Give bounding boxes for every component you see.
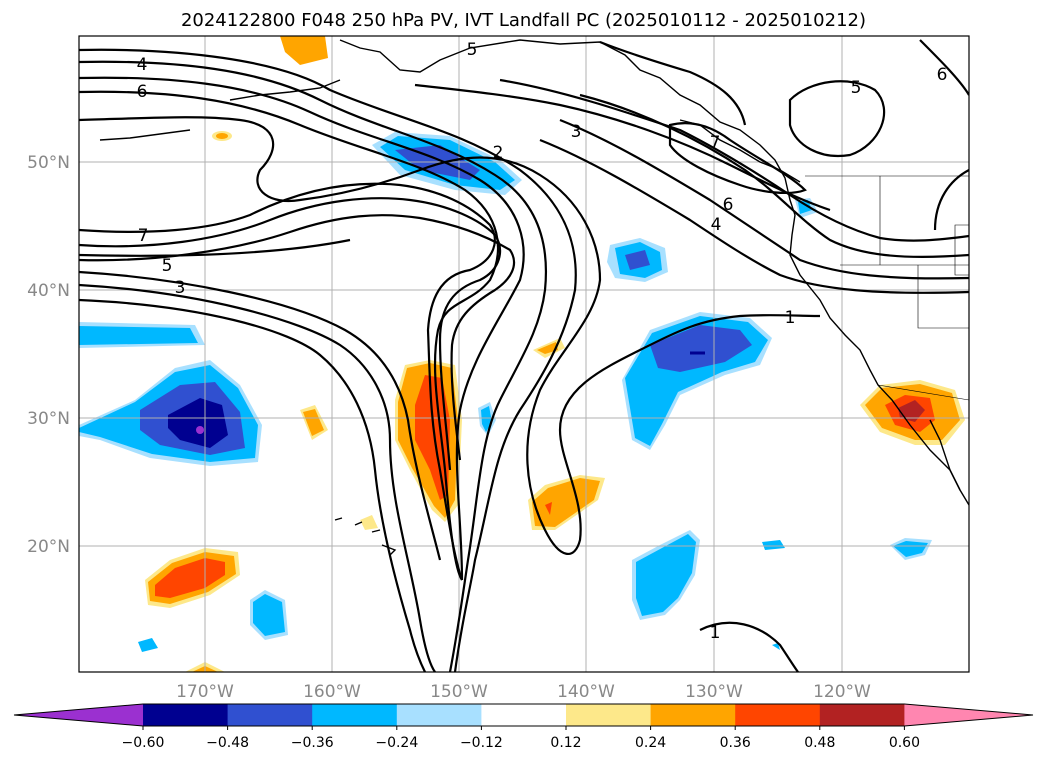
map-frame	[78, 35, 970, 673]
colorbar-tick-label: 0.24	[635, 735, 666, 751]
colorbar-tick-label: −0.24	[375, 735, 418, 751]
colorbar-tick-label: 0.36	[720, 735, 751, 751]
colorbar-extend-low	[14, 704, 143, 726]
colorbar-tick-label: −0.36	[291, 735, 334, 751]
colorbar-extend-high	[904, 704, 1033, 726]
colorbar-tick-label: −0.12	[460, 735, 503, 751]
colorbar-segment	[227, 704, 313, 726]
contour-label: 6	[137, 82, 148, 102]
colorbar-tick-label: 0.60	[889, 735, 920, 751]
colorbar-segment	[143, 704, 229, 726]
contour-label: 4	[711, 215, 722, 235]
contour-label: 3	[175, 278, 186, 298]
contour-label: 6	[937, 65, 948, 85]
latitude-labels: 50°N 40°N 30°N 20°N	[27, 153, 70, 557]
contour-label: 5	[851, 78, 862, 98]
colorbar: −0.60 −0.48 −0.36 −0.24 −0.12 0.12 0.24 0.36 0.4…	[13, 703, 1034, 751]
colorbar-segment	[481, 704, 567, 726]
contour-label: 5	[467, 40, 478, 60]
lat-label: 20°N	[27, 537, 70, 557]
contour-label: 4	[137, 55, 148, 75]
colorbar-segment	[819, 704, 905, 726]
map-title: 2024122800 F048 250 hPa PV, IVT Landfall…	[180, 10, 867, 31]
pv-contour-labels: 4 6 5 2 3 7 6 4 5 6 7 5 3 1 1	[137, 40, 948, 643]
pv-contours	[79, 39, 969, 672]
colorbar-tick-label: 0.48	[804, 735, 835, 751]
colorbar-segment	[735, 704, 821, 726]
contour-label: 1	[710, 623, 721, 643]
contour-label: 3	[571, 122, 582, 142]
colorbar-segment	[650, 704, 736, 726]
contour-label: 7	[138, 226, 149, 246]
graticule	[79, 36, 969, 672]
lon-label: 160°W	[303, 682, 361, 702]
colorbar-segment	[396, 704, 482, 726]
lon-label: 120°W	[813, 682, 871, 702]
colorbar-tick-label: −0.60	[122, 735, 165, 751]
longitude-labels: 170°W 160°W 150°W 140°W 130°W 120°W	[176, 682, 871, 702]
contour-label: 6	[723, 195, 734, 215]
lon-label: 130°W	[685, 682, 743, 702]
lat-label: 40°N	[27, 281, 70, 301]
contour-label: 1	[785, 308, 796, 328]
colorbar-tick-label: −0.48	[206, 735, 249, 751]
contour-label: 7	[710, 133, 721, 153]
borders	[805, 175, 969, 401]
lon-label: 170°W	[176, 682, 234, 702]
lat-label: 30°N	[27, 409, 70, 429]
lon-label: 150°W	[430, 682, 488, 702]
contour-label: 5	[162, 256, 173, 276]
lon-label: 140°W	[557, 682, 615, 702]
contour-label: 2	[493, 143, 504, 163]
lat-label: 50°N	[27, 153, 70, 173]
colorbar-segment	[566, 704, 652, 726]
map-area: 4 6 5 2 3 7 6 4 5 6 7 5 3 1 1	[79, 36, 969, 672]
colorbar-segment	[312, 704, 398, 726]
colorbar-tick-label: 0.12	[550, 735, 581, 751]
